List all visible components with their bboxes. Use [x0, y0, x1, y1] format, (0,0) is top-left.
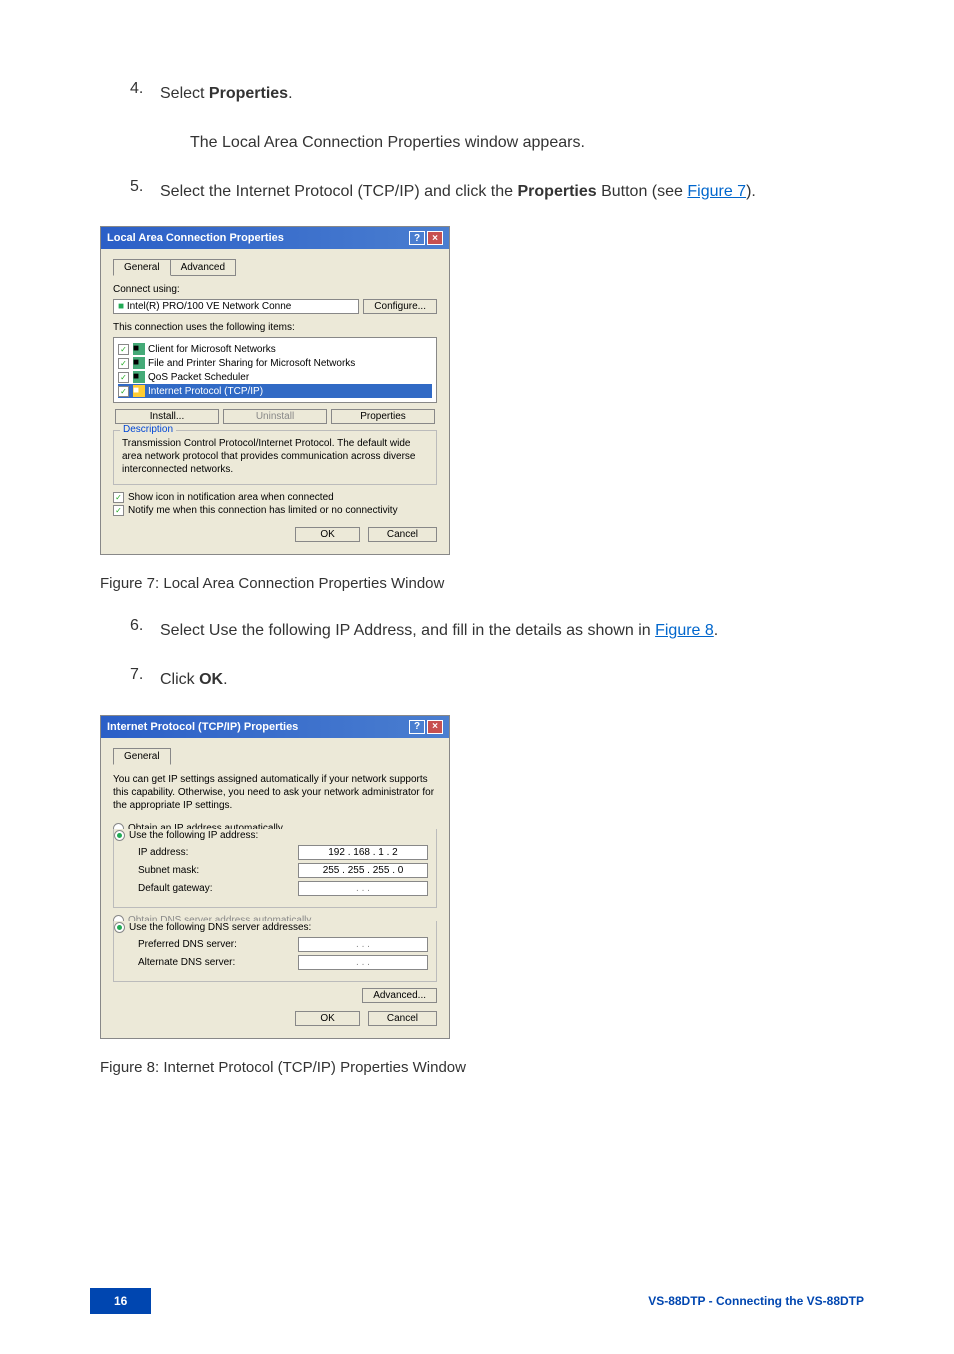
dialog1-titlebar: Local Area Connection Properties ? × — [101, 227, 449, 249]
list-item[interactable]: ✓■File and Printer Sharing for Microsoft… — [118, 356, 432, 370]
step-7-b: . — [223, 671, 227, 688]
close-icon[interactable]: × — [427, 720, 443, 734]
step-5-bold: Properties — [518, 183, 597, 200]
step-5-b: Button (see — [597, 183, 688, 200]
page-number: 16 — [90, 1288, 151, 1314]
notify-checkbox[interactable]: ✓Notify me when this connection has limi… — [113, 504, 437, 517]
cancel-button[interactable]: Cancel — [368, 1011, 437, 1026]
gateway-label: Default gateway: — [138, 883, 213, 894]
item3-label: QoS Packet Scheduler — [148, 372, 249, 383]
figure-8-link[interactable]: Figure 8 — [655, 622, 714, 639]
step-5-num: 5. — [100, 178, 160, 207]
step-7-text: Click OK. — [160, 666, 854, 695]
item1-label: Client for Microsoft Networks — [148, 344, 276, 355]
tab-advanced[interactable]: Advanced — [170, 259, 236, 276]
use-ip-label: Use the following IP address: — [129, 830, 258, 841]
list-item[interactable]: ✓■Client for Microsoft Networks — [118, 342, 432, 356]
item2-label: File and Printer Sharing for Microsoft N… — [148, 358, 355, 369]
configure-button[interactable]: Configure... — [363, 299, 437, 314]
install-button[interactable]: Install... — [115, 409, 219, 424]
tab-general[interactable]: General — [113, 259, 171, 276]
use-ip-radio[interactable]: Use the following IP address: — [114, 829, 428, 842]
item4-label: Internet Protocol (TCP/IP) — [148, 386, 263, 397]
ok-button[interactable]: OK — [295, 1011, 359, 1026]
uses-items-label: This connection uses the following items… — [113, 322, 437, 333]
gateway-input[interactable]: . . . — [298, 881, 428, 896]
close-icon[interactable]: × — [427, 231, 443, 245]
desc-text: Transmission Control Protocol/Internet P… — [122, 437, 428, 476]
help-icon[interactable]: ? — [409, 720, 425, 734]
step-4-a: Select — [160, 85, 209, 102]
local-area-connection-dialog: Local Area Connection Properties ? × Gen… — [100, 226, 450, 555]
subnet-input[interactable]: 255 . 255 . 255 . 0 — [298, 863, 428, 878]
help-icon[interactable]: ? — [409, 231, 425, 245]
step-5-c: ). — [746, 183, 756, 200]
desc-title: Description — [120, 424, 176, 435]
pref-dns-input[interactable]: . . . — [298, 937, 428, 952]
adapter-field: ■ Intel(R) PRO/100 VE Network Conne — [113, 299, 359, 314]
use-dns-radio[interactable]: Use the following DNS server addresses: — [114, 921, 428, 934]
alt-dns-input[interactable]: . . . — [298, 955, 428, 970]
figure-7-caption: Figure 7: Local Area Connection Properti… — [100, 575, 854, 592]
page-footer: 16 VS-88DTP - Connecting the VS-88DTP — [0, 1288, 954, 1314]
step-6-b: . — [714, 622, 718, 639]
description-group: Description Transmission Control Protoco… — [113, 430, 437, 485]
cancel-button[interactable]: Cancel — [368, 527, 437, 542]
dialog2-titlebar: Internet Protocol (TCP/IP) Properties ? … — [101, 716, 449, 738]
show-icon-checkbox[interactable]: ✓Show icon in notification area when con… — [113, 491, 437, 504]
adapter-text: Intel(R) PRO/100 VE Network Conne — [127, 301, 292, 312]
figure-8-caption: Figure 8: Internet Protocol (TCP/IP) Pro… — [100, 1059, 854, 1076]
alt-dns-label: Alternate DNS server: — [138, 957, 235, 968]
step-4-b: . — [288, 85, 292, 102]
figure-7-link[interactable]: Figure 7 — [687, 183, 746, 200]
step-6-num: 6. — [100, 617, 160, 646]
dialog2-title: Internet Protocol (TCP/IP) Properties — [107, 721, 298, 733]
advanced-button[interactable]: Advanced... — [362, 988, 437, 1003]
tcpip-properties-dialog: Internet Protocol (TCP/IP) Properties ? … — [100, 715, 450, 1039]
step-7-bold: OK — [199, 671, 223, 688]
step-4-text: Select Properties. — [160, 80, 854, 109]
ip-addr-label: IP address: — [138, 847, 188, 858]
ip-address-input[interactable]: 192 . 168 . 1 . 2 — [298, 845, 428, 860]
properties-button[interactable]: Properties — [331, 409, 435, 424]
step-6-a: Select Use the following IP Address, and… — [160, 622, 655, 639]
footer-text: VS-88DTP - Connecting the VS-88DTP — [648, 1294, 864, 1308]
step-5-a: Select the Internet Protocol (TCP/IP) an… — [160, 183, 518, 200]
subnet-label: Subnet mask: — [138, 865, 199, 876]
use-dns-label: Use the following DNS server addresses: — [129, 922, 311, 933]
step-7-a: Click — [160, 671, 199, 688]
step-5-text: Select the Internet Protocol (TCP/IP) an… — [160, 178, 854, 207]
step-7-num: 7. — [100, 666, 160, 695]
dialog1-title: Local Area Connection Properties — [107, 232, 284, 244]
intro-text: You can get IP settings assigned automat… — [113, 773, 437, 812]
items-list[interactable]: ✓■Client for Microsoft Networks ✓■File a… — [113, 337, 437, 403]
list-item[interactable]: ✓■QoS Packet Scheduler — [118, 370, 432, 384]
uninstall-button: Uninstall — [223, 409, 327, 424]
step-6-text: Select Use the following IP Address, and… — [160, 617, 854, 646]
tab-general[interactable]: General — [113, 748, 171, 765]
show-icon-label: Show icon in notification area when conn… — [128, 492, 334, 503]
use-dns-group: Use the following DNS server addresses: … — [113, 921, 437, 982]
pref-dns-label: Preferred DNS server: — [138, 939, 237, 950]
use-ip-group: Use the following IP address: IP address… — [113, 829, 437, 908]
step-4-num: 4. — [100, 80, 160, 109]
step-4-bold: Properties — [209, 85, 288, 102]
notify-label: Notify me when this connection has limit… — [128, 505, 398, 516]
step-4-sub: The Local Area Connection Properties win… — [190, 129, 854, 158]
connect-using-label: Connect using: — [113, 284, 437, 295]
list-item-selected[interactable]: ✓■Internet Protocol (TCP/IP) — [118, 384, 432, 398]
ok-button[interactable]: OK — [295, 527, 359, 542]
